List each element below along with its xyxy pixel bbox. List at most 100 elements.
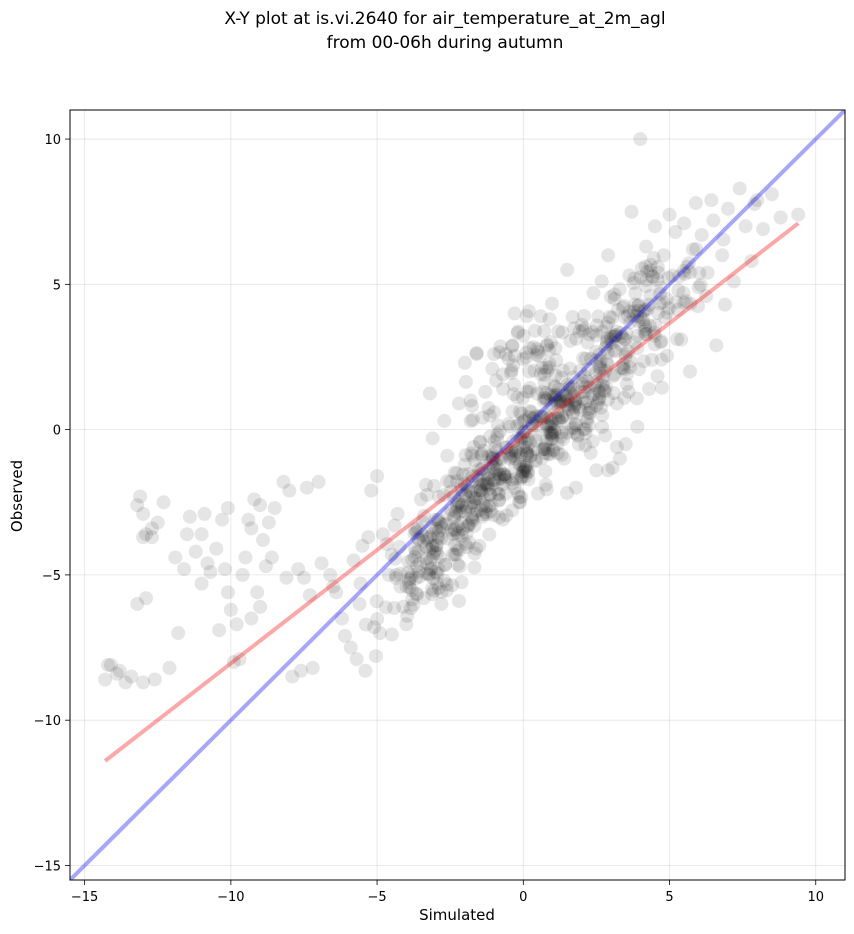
- data-point: [552, 414, 567, 429]
- data-point: [638, 322, 653, 337]
- data-point: [571, 437, 586, 452]
- data-point: [652, 296, 667, 311]
- data-point: [561, 393, 576, 408]
- data-point: [609, 440, 624, 455]
- data-point: [540, 446, 555, 461]
- data-point: [534, 361, 549, 376]
- data-point: [529, 414, 544, 429]
- data-point: [585, 388, 600, 403]
- data-point: [464, 446, 479, 461]
- data-point: [98, 672, 113, 687]
- data-point: [593, 354, 608, 369]
- data-point: [223, 602, 238, 617]
- data-point: [475, 507, 490, 522]
- data-point: [323, 567, 338, 582]
- data-point: [650, 259, 665, 274]
- data-point: [515, 391, 530, 406]
- data-point: [229, 617, 244, 632]
- data-point: [515, 430, 530, 445]
- data-point: [497, 467, 512, 482]
- data-point: [422, 386, 437, 401]
- data-point: [329, 585, 344, 600]
- data-point: [631, 303, 646, 318]
- data-point: [732, 181, 747, 196]
- data-point: [510, 390, 525, 405]
- data-point: [539, 410, 554, 425]
- data-point: [665, 268, 680, 283]
- data-point: [478, 505, 493, 520]
- data-point: [513, 457, 528, 472]
- data-point: [492, 424, 507, 439]
- data-point: [475, 410, 490, 425]
- data-point: [578, 351, 593, 366]
- data-point: [480, 477, 495, 492]
- data-point: [514, 490, 529, 505]
- data-point: [285, 669, 300, 684]
- data-point: [482, 429, 497, 444]
- data-point: [482, 527, 497, 542]
- data-point: [431, 530, 446, 545]
- data-point: [491, 487, 506, 502]
- data-point: [507, 480, 522, 495]
- data-point: [564, 421, 579, 436]
- data-point: [587, 378, 602, 393]
- data-point: [511, 445, 526, 460]
- data-point: [526, 412, 541, 427]
- data-point: [423, 562, 438, 577]
- data-point: [139, 591, 154, 606]
- data-point: [482, 481, 497, 496]
- data-point: [640, 264, 655, 279]
- data-point: [551, 412, 566, 427]
- data-point: [631, 313, 646, 328]
- data-point: [419, 539, 434, 554]
- data-point: [555, 325, 570, 340]
- data-point: [384, 627, 399, 642]
- data-point: [258, 559, 273, 574]
- data-point: [677, 216, 692, 231]
- data-point: [558, 408, 573, 423]
- data-point: [499, 440, 514, 455]
- data-point: [522, 435, 537, 450]
- data-point: [458, 374, 473, 389]
- data-point: [756, 222, 771, 237]
- data-point: [622, 304, 637, 319]
- data-point: [547, 423, 562, 438]
- data-point: [144, 530, 159, 545]
- data-point: [567, 400, 582, 415]
- data-point: [660, 305, 675, 320]
- data-point: [631, 298, 646, 313]
- data-point: [247, 492, 262, 507]
- data-point: [454, 482, 469, 497]
- data-point: [648, 318, 663, 333]
- data-point: [462, 516, 477, 531]
- data-point: [495, 367, 510, 382]
- data-point: [541, 442, 556, 457]
- data-point: [506, 358, 521, 373]
- data-point: [479, 476, 494, 491]
- data-point: [578, 438, 593, 453]
- data-point: [595, 324, 610, 339]
- data-point: [515, 426, 530, 441]
- data-point: [526, 340, 541, 355]
- data-point: [447, 523, 462, 538]
- data-point: [381, 567, 396, 582]
- data-point: [440, 506, 455, 521]
- data-point: [518, 469, 533, 484]
- data-point: [576, 351, 591, 366]
- data-point: [506, 387, 521, 402]
- data-point: [617, 298, 632, 313]
- data-point: [545, 431, 560, 446]
- data-point: [607, 292, 622, 307]
- data-point: [276, 474, 291, 489]
- data-point: [437, 558, 452, 573]
- data-point: [557, 451, 572, 466]
- data-point: [440, 531, 455, 546]
- data-point: [182, 509, 197, 524]
- data-point: [399, 579, 414, 594]
- data-point: [554, 447, 569, 462]
- data-point: [451, 494, 466, 509]
- data-point: [585, 434, 600, 449]
- data-point: [405, 592, 420, 607]
- data-point: [241, 512, 256, 527]
- data-point: [552, 392, 567, 407]
